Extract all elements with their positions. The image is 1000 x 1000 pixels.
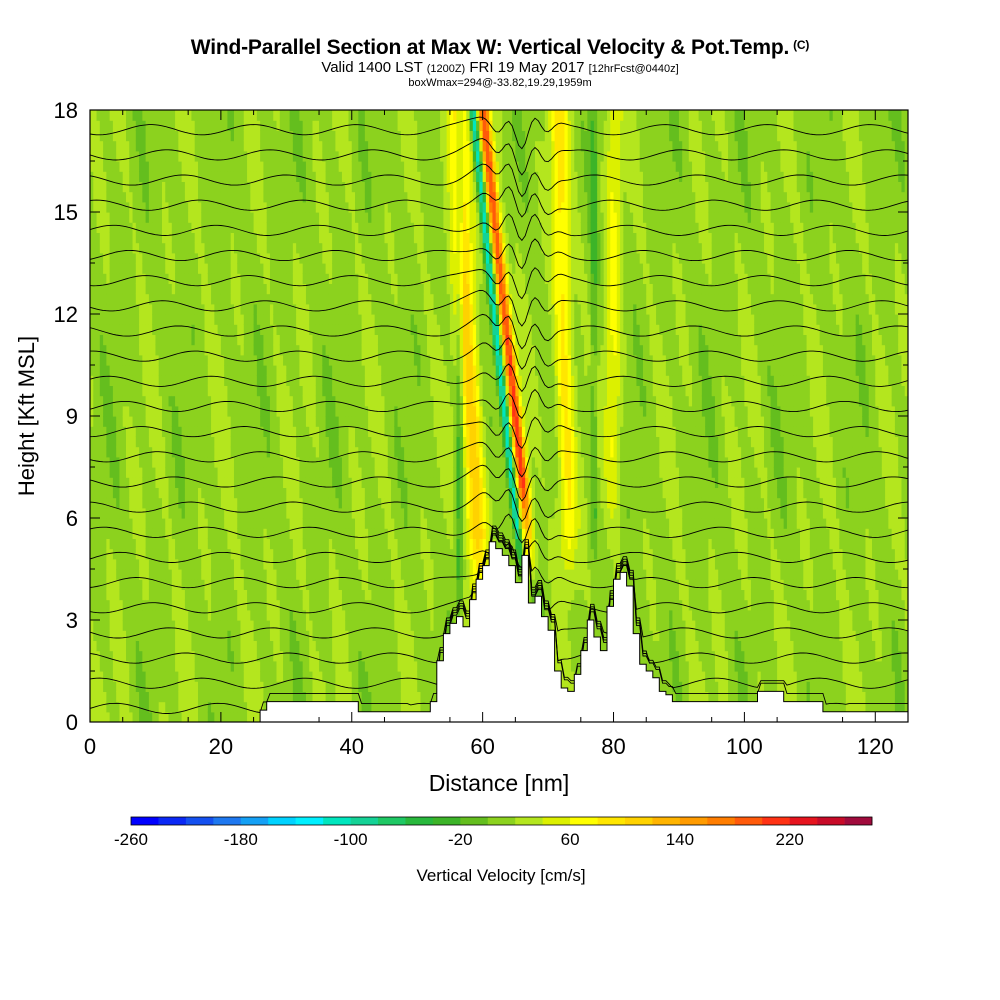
cross-section-chart: 0 20 40 60 80 100 1200369121518 Distance [nm] … (0, 0, 1000, 1000)
